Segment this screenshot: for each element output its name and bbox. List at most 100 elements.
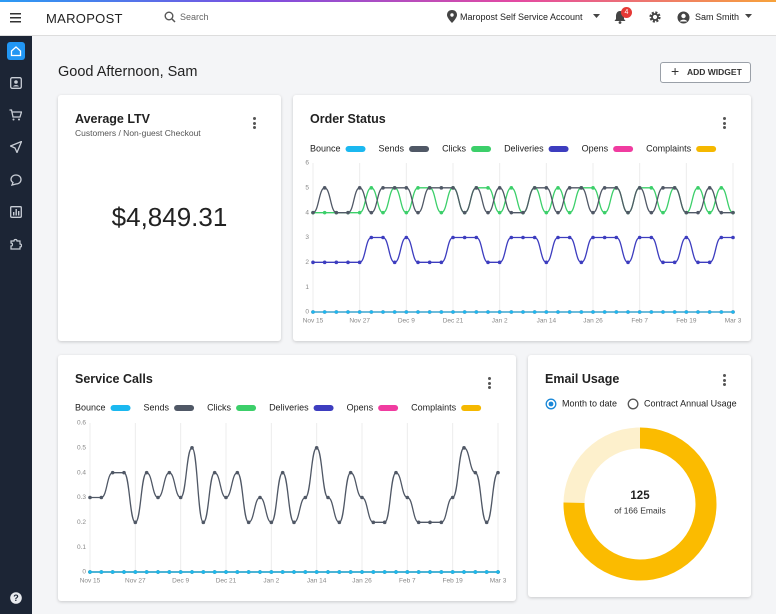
data-point — [190, 446, 194, 450]
data-point — [235, 570, 240, 574]
data-point — [371, 570, 376, 574]
x-tick-label: Dec 9 — [172, 578, 189, 585]
data-point — [371, 520, 376, 525]
data-point — [369, 235, 374, 240]
x-tick-label: Feb 7 — [399, 578, 416, 585]
x-tick-label: Jan 14 — [307, 578, 327, 585]
data-point — [416, 520, 421, 525]
nav-contacts[interactable] — [10, 77, 22, 89]
search-input[interactable]: Search — [180, 12, 209, 22]
data-point — [532, 310, 537, 314]
data-point — [567, 310, 572, 314]
button-label: ADD WIDGET — [687, 67, 742, 77]
more-menu[interactable] — [253, 117, 257, 131]
data-point — [684, 235, 689, 240]
radio-button[interactable] — [627, 398, 639, 410]
legend-swatch — [471, 146, 492, 152]
data-point — [122, 570, 126, 574]
data-point — [473, 470, 478, 475]
data-point — [360, 495, 364, 500]
data-point — [381, 235, 385, 240]
data-point — [462, 235, 467, 240]
nav-campaigns[interactable] — [10, 141, 22, 153]
data-point — [88, 570, 92, 574]
data-point — [178, 570, 183, 574]
nav-reports[interactable] — [10, 206, 22, 218]
data-point — [614, 310, 619, 314]
data-point — [614, 186, 619, 190]
data-point — [556, 186, 560, 190]
card-subtitle: Customers / Non-guest Checkout — [75, 128, 201, 138]
nav-integrations[interactable] — [10, 238, 22, 250]
y-tick-label: 1 — [305, 284, 309, 291]
legend-label: Opens — [347, 402, 374, 412]
data-point — [133, 570, 138, 574]
data-point — [280, 570, 285, 574]
user-name[interactable]: Sam Smith — [695, 12, 740, 22]
data-point — [357, 210, 362, 215]
data-point — [258, 495, 262, 500]
data-point — [544, 210, 549, 215]
data-point — [567, 235, 572, 240]
data-point — [521, 210, 525, 215]
data-point — [405, 495, 410, 500]
data-point — [280, 470, 285, 475]
menu-button[interactable] — [10, 12, 22, 24]
legend-swatch — [548, 146, 569, 152]
data-point — [451, 235, 455, 240]
nav-conversations[interactable] — [10, 174, 22, 186]
nav-commerce[interactable] — [9, 109, 22, 121]
data-point — [346, 260, 350, 265]
settings-icon[interactable] — [649, 11, 661, 23]
more-menu[interactable] — [723, 117, 727, 131]
data-point — [439, 570, 444, 574]
data-point — [672, 260, 677, 265]
more-menu[interactable] — [723, 374, 727, 388]
nav-home[interactable] — [7, 42, 25, 60]
data-point — [579, 260, 584, 265]
x-tick-label: Jan 14 — [537, 318, 557, 325]
data-point — [509, 235, 514, 240]
user-avatar[interactable] — [677, 11, 690, 24]
data-point — [661, 186, 665, 190]
data-point — [392, 310, 397, 314]
y-tick-label: 0 — [305, 309, 309, 316]
data-point — [521, 310, 525, 314]
nav-help[interactable]: ? — [10, 592, 22, 604]
data-point — [532, 235, 537, 240]
account-selector[interactable]: Maropost Self Service Account — [460, 12, 583, 22]
data-point — [661, 260, 665, 265]
radio-label: Month to date — [562, 398, 617, 408]
legend-label: Clicks — [442, 143, 466, 153]
line-chart: Bounce Sends Clicks Deliveries Opens Complain… — [303, 143, 742, 325]
data-point — [719, 210, 724, 215]
line-chart: Bounce Sends Clicks Deliveries Opens Complain… — [75, 402, 507, 585]
data-point — [486, 186, 490, 190]
data-point — [649, 310, 654, 314]
data-point — [269, 520, 274, 525]
x-tick-label: Feb 19 — [676, 318, 697, 325]
email-usage-card: Email Usage Month to date Contract Annual… — [528, 355, 751, 597]
data-point — [486, 260, 490, 265]
data-point — [311, 210, 315, 215]
legend-swatch — [110, 405, 131, 411]
data-point — [337, 520, 342, 525]
legend-label: Deliveries — [269, 402, 309, 412]
card-title: Average LTV — [75, 112, 151, 126]
more-menu[interactable] — [488, 377, 492, 391]
add-widget-button[interactable]: + ADD WIDGET — [660, 62, 751, 83]
data-point — [201, 570, 206, 574]
data-point — [497, 210, 502, 215]
data-point — [567, 210, 572, 215]
data-point — [303, 570, 308, 574]
data-point — [246, 520, 251, 525]
data-point — [521, 235, 525, 240]
x-tick-label: Jan 2 — [492, 318, 508, 325]
y-tick-label: 0.4 — [77, 469, 86, 476]
data-point — [416, 186, 420, 190]
radio-button[interactable] — [545, 398, 557, 410]
data-point — [99, 570, 104, 574]
data-point — [484, 570, 489, 574]
y-tick-label: 4 — [305, 209, 309, 216]
data-point — [451, 186, 455, 190]
